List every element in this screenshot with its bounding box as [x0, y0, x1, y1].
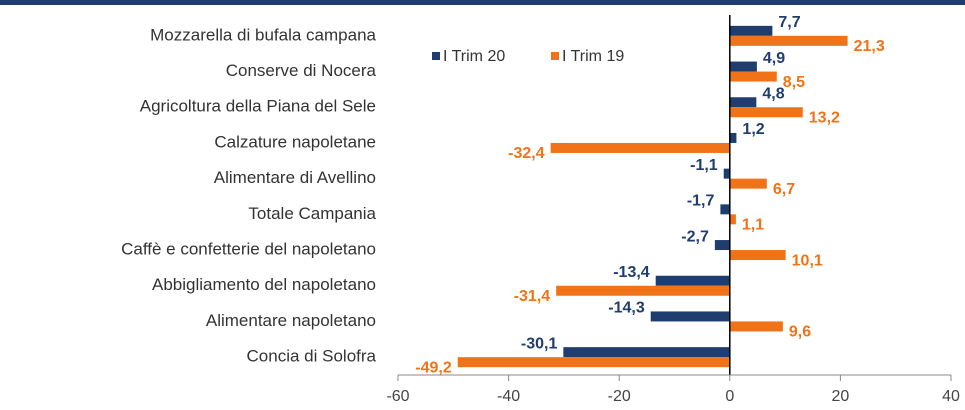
value-label: 9,6 — [789, 324, 811, 341]
value-label: -14,3 — [608, 300, 645, 317]
legend-label: I Trim 20 — [443, 48, 505, 65]
bar — [729, 97, 757, 108]
category-label: Abbigliamento del napoletano — [152, 275, 376, 294]
top-band — [0, 0, 965, 5]
bar — [729, 35, 848, 46]
category-label: Calzature napoletane — [214, 132, 376, 151]
value-label: 1,1 — [742, 217, 764, 234]
legend-swatch — [432, 52, 440, 60]
bar — [729, 214, 736, 225]
bar — [714, 240, 730, 251]
category-label: Totale Campania — [248, 204, 376, 223]
value-label: 10,1 — [792, 252, 823, 269]
bar — [457, 357, 730, 368]
x-tick-label: 40 — [942, 388, 960, 405]
value-label: 1,2 — [742, 121, 764, 138]
x-tick-label: 0 — [725, 388, 734, 405]
category-label: Conserve di Nocera — [226, 61, 377, 80]
bar — [563, 347, 730, 358]
bar — [655, 275, 730, 286]
x-tick-label: 20 — [832, 388, 850, 405]
bar — [550, 142, 730, 153]
bar — [729, 25, 773, 36]
value-label: -32,4 — [508, 145, 545, 162]
value-label: 7,7 — [778, 14, 800, 31]
value-label: -30,1 — [521, 335, 558, 352]
legend-label: I Trim 19 — [562, 48, 624, 65]
value-label: -49,2 — [415, 359, 452, 376]
bar — [729, 71, 777, 82]
category-label: Caffè e confetterie del napoletano — [121, 240, 376, 259]
bar — [720, 204, 730, 215]
legend-swatch — [551, 52, 559, 60]
value-label: 21,3 — [854, 38, 885, 55]
value-label: -1,1 — [690, 157, 718, 174]
value-label: 6,7 — [773, 181, 795, 198]
value-label: 4,8 — [762, 85, 784, 102]
bar — [729, 250, 786, 261]
category-label: Concia di Solofra — [247, 347, 377, 366]
bar — [556, 285, 730, 296]
category-label: Alimentare napoletano — [206, 311, 376, 330]
bar — [729, 107, 803, 118]
value-label: -2,7 — [681, 228, 709, 245]
bar — [650, 311, 730, 322]
category-label: Mozzarella di bufala campana — [150, 25, 376, 44]
bar — [729, 178, 767, 189]
bar — [729, 132, 737, 143]
x-tick-label: -60 — [386, 388, 409, 405]
value-label: -13,4 — [613, 264, 650, 281]
bar — [729, 61, 757, 72]
value-label: -1,7 — [687, 193, 715, 210]
value-label: 13,2 — [809, 109, 840, 126]
category-label: Alimentare di Avellino — [214, 168, 376, 187]
value-label: -31,4 — [514, 288, 551, 305]
value-label: 8,5 — [783, 74, 805, 91]
x-tick-label: -40 — [497, 388, 520, 405]
bar — [723, 168, 730, 179]
bar — [729, 321, 783, 332]
x-tick-label: -20 — [608, 388, 631, 405]
value-label: 4,9 — [763, 50, 785, 67]
category-label: Agricoltura della Piana del Sele — [140, 97, 376, 116]
